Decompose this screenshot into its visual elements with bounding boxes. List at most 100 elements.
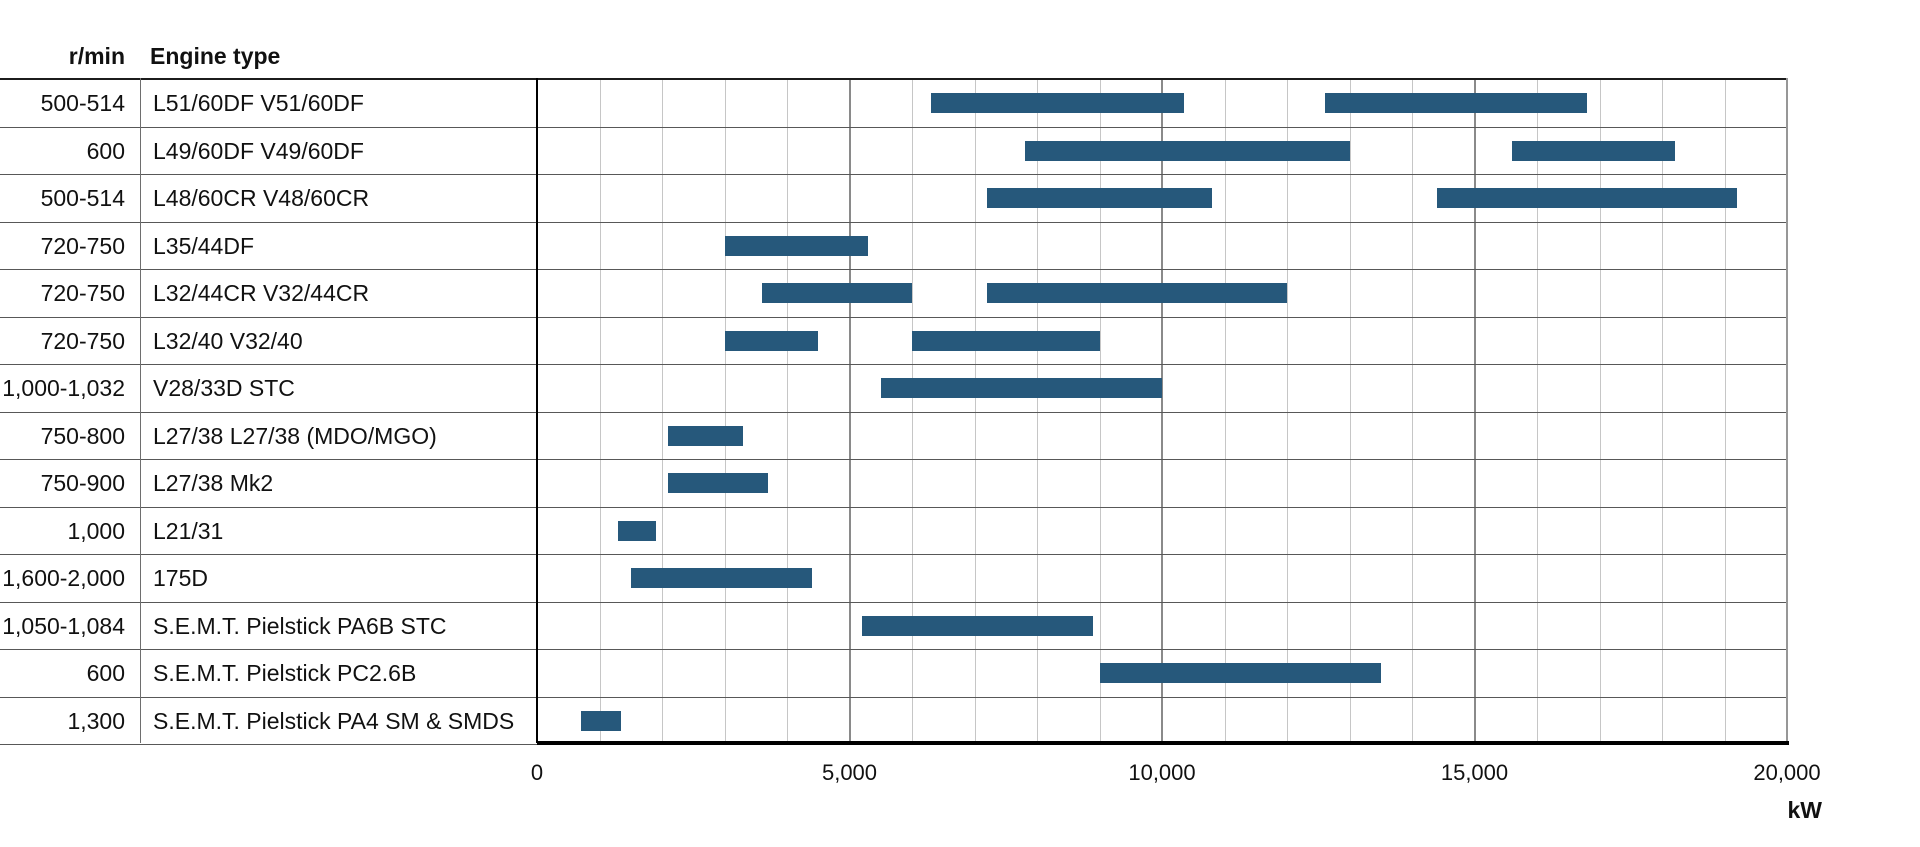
- rpm-value: 500-514: [40, 185, 125, 211]
- minor-gridline: [1037, 78, 1038, 743]
- row-plot-area: [537, 80, 1787, 127]
- y-axis-line: [536, 78, 538, 743]
- row-plot-area: [537, 223, 1787, 270]
- axis-unit-label: kW: [1787, 797, 1823, 823]
- power-range-bar: [1099, 663, 1381, 684]
- minor-gridline: [787, 78, 788, 743]
- rpm-value: 1,600-2,000: [2, 565, 125, 591]
- row-plot-area: [537, 698, 1787, 745]
- row-plot-area: [537, 365, 1787, 412]
- rpm-value: 600: [86, 137, 125, 164]
- table-row: 720-750 L35/44DF: [0, 223, 1787, 270]
- table-row: 720-750 L32/40 V32/40: [0, 318, 1787, 365]
- engine-type-label: L27/38 Mk2: [153, 470, 274, 496]
- table-row: 720-750 L32/44CR V32/44CR: [0, 270, 1787, 318]
- minor-gridline: [1662, 78, 1663, 743]
- row-plot-area: [537, 650, 1787, 697]
- axis-tick-label: 10,000: [1128, 760, 1196, 785]
- row-plot-area: [537, 508, 1787, 555]
- minor-gridline: [662, 78, 663, 743]
- engine-type-label: L27/38 L27/38 (MDO/MGO): [153, 422, 437, 449]
- row-plot-area: [537, 318, 1787, 365]
- rpm-value: 720-750: [40, 232, 125, 259]
- rpm-value: 600: [86, 660, 125, 686]
- row-plot-area: [537, 460, 1787, 507]
- engine-type-label: V28/33D STC: [153, 375, 295, 401]
- engine-type-label: L32/40 V32/40: [153, 327, 303, 354]
- power-range-bar: [618, 520, 656, 541]
- rpm-column-header: r/min: [68, 43, 125, 69]
- minor-gridline: [1224, 78, 1226, 743]
- power-range-bar: [724, 235, 869, 256]
- minor-gridline: [599, 78, 601, 743]
- axis-tick-label: 5,000: [821, 760, 878, 785]
- minor-gridline: [1537, 78, 1538, 743]
- rpm-value: 720-750: [40, 327, 125, 354]
- power-range-bar: [930, 93, 1184, 114]
- rpm-value: 750-900: [40, 470, 125, 496]
- engine-type-label: L48/60CR V48/60CR: [153, 185, 370, 211]
- table-row: 1,300 S.E.M.T. Pielstick PA4 SM & SMDS: [0, 698, 1787, 745]
- x-axis-line: [537, 741, 1789, 745]
- row-plot-area: [537, 603, 1787, 650]
- engine-type-label: S.E.M.T. Pielstick PA6B STC: [153, 612, 447, 639]
- minor-gridline: [912, 78, 913, 743]
- power-range-bar: [724, 330, 819, 351]
- minor-gridline: [1724, 78, 1726, 743]
- major-gridline: [848, 78, 851, 743]
- power-range-bar: [1437, 188, 1737, 209]
- rpm-value: 1,000-1,032: [2, 375, 125, 401]
- rpm-value: 1,000: [67, 517, 125, 544]
- major-gridline: [1473, 78, 1476, 743]
- engine-type-label: L35/44DF: [153, 232, 255, 259]
- table-row: 750-900 L27/38 Mk2: [0, 460, 1787, 508]
- row-plot-area: [537, 555, 1787, 602]
- rpm-value: 1,300: [67, 707, 125, 734]
- power-range-bar: [1024, 140, 1350, 161]
- power-range-bar: [1512, 140, 1675, 161]
- minor-gridline: [974, 78, 976, 743]
- row-plot-area: [537, 175, 1787, 222]
- power-range-bar: [668, 473, 769, 494]
- major-gridline: [1161, 78, 1163, 743]
- axis-tick-label: 0: [530, 760, 544, 785]
- table-row: 500-514 L48/60CR V48/60CR: [0, 175, 1787, 223]
- power-range-bar: [580, 710, 622, 731]
- row-plot-area: [537, 413, 1787, 460]
- power-range-bar: [912, 330, 1100, 351]
- engine-type-column-header: Engine type: [150, 43, 281, 69]
- power-range-bar: [987, 283, 1287, 304]
- table-row: 500-514 L51/60DF V51/60DF: [0, 80, 1787, 128]
- power-range-bar: [862, 615, 1094, 636]
- rpm-value: 1,050-1,084: [2, 612, 125, 639]
- rpm-value: 720-750: [40, 280, 125, 306]
- engine-type-label: L21/31: [153, 517, 224, 544]
- engine-type-label: S.E.M.T. Pielstick PA4 SM & SMDS: [153, 707, 515, 734]
- power-range-bar: [668, 425, 744, 446]
- engine-type-label: L32/44CR V32/44CR: [153, 280, 370, 306]
- power-range-bar: [880, 378, 1162, 399]
- axis-tick-label: 15,000: [1440, 760, 1509, 785]
- table-row: 750-800 L27/38 L27/38 (MDO/MGO): [0, 413, 1787, 460]
- axis-tick-label: 20,000: [1753, 760, 1821, 785]
- minor-gridline: [1099, 78, 1101, 743]
- minor-gridline: [724, 78, 726, 743]
- power-range-bar: [1324, 93, 1587, 114]
- minor-gridline: [1349, 78, 1351, 743]
- table-row: 600 L49/60DF V49/60DF: [0, 128, 1787, 175]
- table-row: 1,000 L21/31: [0, 508, 1787, 555]
- power-range-bar: [762, 283, 912, 304]
- engine-type-label: L49/60DF V49/60DF: [153, 137, 364, 164]
- engine-type-label: 175D: [153, 565, 208, 591]
- gridline-layer: [537, 78, 1787, 743]
- minor-gridline: [1599, 78, 1601, 743]
- engine-type-label: L51/60DF V51/60DF: [153, 90, 364, 116]
- table-row: 1,050-1,084 S.E.M.T. Pielstick PA6B STC: [0, 603, 1787, 650]
- rpm-value: 500-514: [40, 90, 125, 116]
- minor-gridline: [1287, 78, 1288, 743]
- chart-right-border: [1786, 78, 1788, 743]
- power-range-bar: [630, 568, 812, 589]
- power-range-bar: [987, 188, 1212, 209]
- engine-rows: 500-514 L51/60DF V51/60DF 600 L49/60DF V49/…: [0, 78, 1787, 745]
